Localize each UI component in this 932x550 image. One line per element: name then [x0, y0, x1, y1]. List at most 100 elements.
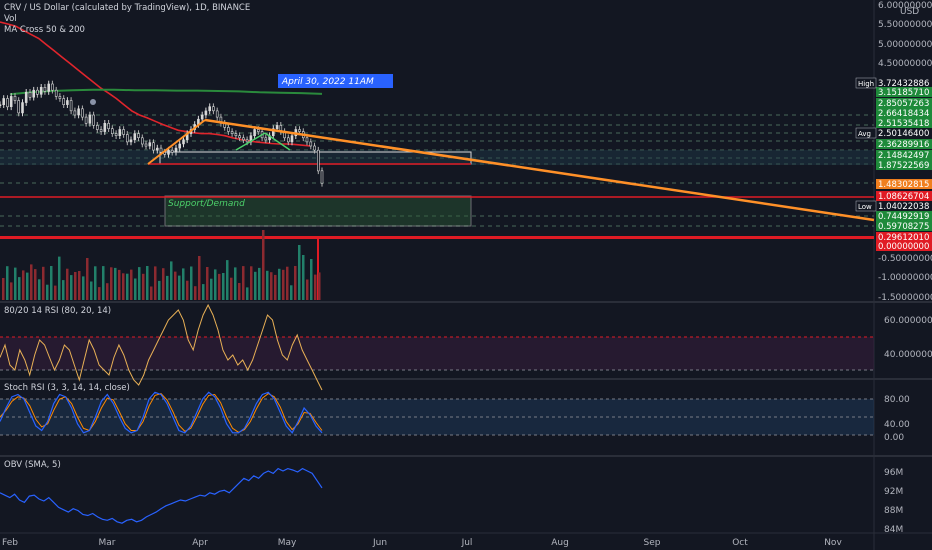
price-candle-body [9, 96, 13, 108]
volume-bar [142, 273, 145, 300]
volume-bar [130, 269, 133, 300]
pane-y-axes: 60.00000000 40.00000000 80.00 40.00 0.00 96M 9… [884, 316, 932, 535]
volume-bar [26, 272, 29, 300]
price-candle-body [152, 142, 155, 151]
volume-bar [134, 278, 137, 300]
date-annotation-box[interactable] [278, 74, 393, 88]
price-candle-body [159, 147, 163, 153]
price-candle-body [69, 100, 73, 112]
volume-bar [198, 256, 201, 300]
price-candle-body [298, 129, 301, 132]
price-candle-body [92, 114, 95, 126]
price-candle-body [256, 129, 260, 132]
x-tick-label: Mar [99, 538, 116, 548]
price-candle-body [305, 137, 309, 143]
volume-bar [286, 266, 289, 300]
volume-bar [22, 270, 25, 300]
volume-bar [170, 261, 173, 300]
y-tick-label: 5.50000000 [878, 20, 932, 30]
price-candle-body [114, 133, 118, 137]
price-tag-bg [876, 221, 932, 231]
volume-bar [294, 266, 297, 300]
chart-title: CRV / US Dollar (calculated by TradingVi… [4, 3, 251, 13]
x-tick-label: May [278, 538, 297, 548]
red-level-zero[interactable] [0, 236, 874, 239]
price-candle-body [264, 137, 268, 141]
price-candle-body [245, 139, 249, 143]
support-demand-zone[interactable] [164, 195, 472, 227]
obv-line[interactable] [0, 467, 323, 524]
volume-bar [234, 267, 237, 300]
volume-bar [218, 273, 221, 300]
volume-bar [90, 281, 93, 300]
side-tags: High Avg Low [855, 77, 877, 212]
price-candle-body [47, 83, 51, 92]
volume-bar [2, 278, 5, 300]
volume-bar [290, 285, 293, 300]
volume-bar [150, 286, 153, 300]
volume-bar [214, 269, 217, 300]
volume-bar [66, 268, 69, 300]
stoch-k-line[interactable] [0, 391, 323, 434]
volume-bar [306, 279, 309, 300]
price-candle-body [286, 137, 290, 143]
price-candle-body [2, 98, 6, 105]
support-demand-label: Support/Demand [168, 199, 245, 209]
volume-bar [70, 275, 73, 300]
volume-bar [10, 282, 13, 300]
volume-bar [242, 266, 245, 300]
volume-bar [146, 266, 149, 300]
price-candle-body [144, 143, 148, 147]
y-tick-label: -1.00000000 [878, 273, 932, 283]
x-tick-label: Aug [551, 538, 569, 548]
price-levels [0, 114, 874, 227]
volume-bar [78, 271, 81, 300]
price-candle-body [242, 137, 245, 141]
price-candle-body [230, 131, 234, 135]
descending-trendline [204, 118, 875, 222]
y-tick-label: -0.50000000 [878, 254, 932, 264]
price-candles [0, 80, 324, 187]
volume-bars [2, 230, 321, 300]
volume-bar [18, 277, 21, 300]
price-candle-body [290, 135, 294, 143]
price-tag-bg [876, 241, 932, 251]
x-tick-label: Jun [372, 538, 387, 548]
volume-bar [106, 283, 109, 300]
volume-bar [38, 279, 41, 300]
trend-pattern[interactable] [147, 118, 875, 222]
pane-y-tick-label: 40.00 [884, 420, 910, 430]
volume-bar [318, 272, 321, 300]
volume-bar [254, 271, 257, 300]
currency-label: USD [900, 7, 919, 17]
price-tag-label: 2.14842497 [878, 151, 929, 161]
price-candle-body [170, 149, 174, 153]
price-candle-body [212, 106, 215, 112]
price-candle-body [99, 129, 103, 132]
price-tag-label: 0.59708275 [878, 222, 929, 232]
price-candle-body [32, 89, 36, 98]
price-candle-body [309, 141, 313, 147]
volume-bar [246, 287, 249, 300]
ma200-line[interactable] [9, 88, 323, 96]
volume-bar [126, 273, 129, 300]
volume-bar [14, 267, 17, 300]
volume-bar [158, 280, 161, 300]
volume-bar [98, 287, 101, 300]
ma50-line[interactable] [0, 21, 311, 147]
price-tag-bg [876, 232, 932, 242]
price-candle-body [111, 128, 114, 134]
price-tag-bg [876, 211, 932, 221]
price-tag-label: 3.15185710 [878, 88, 929, 98]
price-tag-label: 0.74492919 [878, 212, 929, 222]
rsi-line[interactable] [0, 303, 323, 391]
stoch-d-line[interactable] [0, 393, 323, 433]
volume-bar [238, 283, 241, 300]
y-tick-label: 6.00000000 [878, 1, 932, 11]
volume-bar [102, 266, 105, 300]
price-candle-body [21, 102, 24, 114]
stoch-band [0, 399, 874, 435]
price-candle-body [122, 129, 125, 135]
